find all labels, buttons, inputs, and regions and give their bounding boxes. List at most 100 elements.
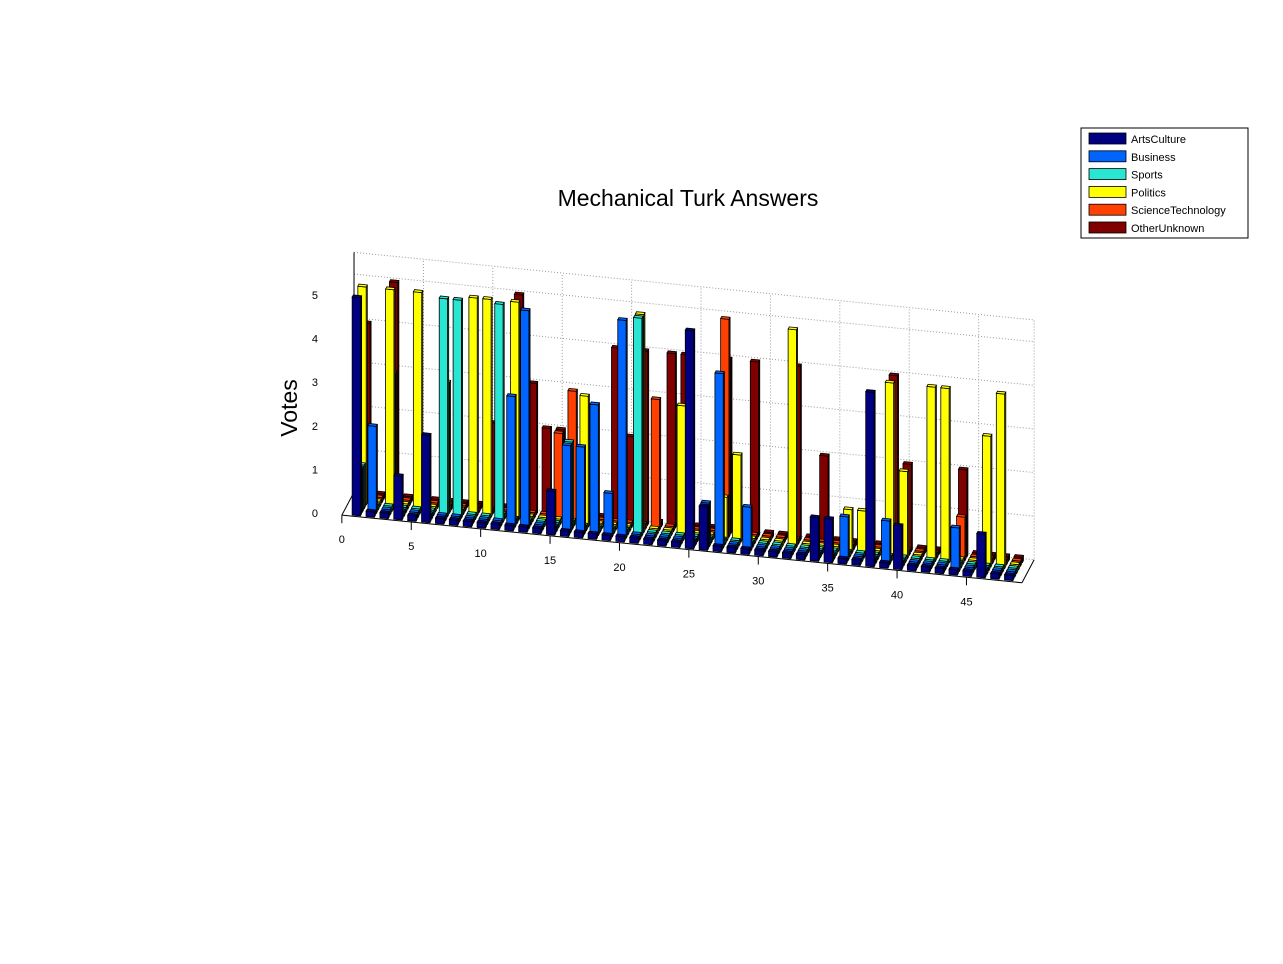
bar-top bbox=[1007, 564, 1019, 569]
bar bbox=[865, 391, 875, 568]
legend: ArtsCulture Business Sports Politics Science… bbox=[1080, 127, 1249, 239]
legend-label: ArtsCulture bbox=[1131, 134, 1186, 146]
bar-top bbox=[603, 490, 614, 494]
bar-top bbox=[920, 563, 932, 568]
bar bbox=[494, 303, 504, 523]
bar-top bbox=[799, 544, 811, 549]
bar-top bbox=[819, 452, 830, 457]
bar-top bbox=[731, 451, 743, 456]
bar-top bbox=[916, 544, 927, 549]
legend-label: OtherUnknown bbox=[1131, 223, 1204, 235]
bar-top bbox=[795, 551, 807, 556]
bar-top bbox=[555, 426, 567, 431]
bar-top bbox=[504, 522, 515, 527]
bar-top bbox=[408, 509, 420, 513]
bar-top bbox=[912, 551, 924, 556]
bar-top bbox=[466, 511, 478, 515]
bar-top bbox=[579, 392, 591, 397]
bar-top bbox=[448, 516, 460, 521]
legend-swatch bbox=[1088, 185, 1127, 198]
chart-title: Mechanical Turk Answers bbox=[558, 185, 819, 211]
bar-top bbox=[853, 553, 864, 558]
bar-top bbox=[642, 536, 654, 541]
bar bbox=[633, 317, 643, 537]
bar-top bbox=[940, 385, 951, 390]
bar-top bbox=[407, 512, 418, 517]
bar-top bbox=[648, 525, 660, 530]
bar-top bbox=[402, 493, 414, 498]
bar-top bbox=[410, 505, 422, 510]
bar bbox=[351, 296, 361, 517]
bar bbox=[995, 392, 1006, 569]
bar bbox=[412, 291, 423, 512]
bar-top bbox=[452, 296, 464, 301]
bar-top bbox=[698, 503, 710, 508]
bar bbox=[575, 445, 585, 535]
y-tick-label: 4 bbox=[312, 334, 318, 346]
bar bbox=[520, 309, 530, 530]
bar-top bbox=[535, 517, 547, 522]
bar-top bbox=[851, 556, 862, 561]
bar-top bbox=[700, 499, 712, 504]
bar-top bbox=[906, 562, 918, 567]
bar-top bbox=[351, 294, 363, 299]
bar-top bbox=[787, 326, 799, 331]
bar-top bbox=[714, 370, 726, 375]
legend-label: Business bbox=[1131, 152, 1176, 164]
bar-top bbox=[601, 532, 613, 536]
bar-top bbox=[908, 558, 920, 563]
bar-top bbox=[587, 530, 599, 535]
bar-top bbox=[730, 537, 741, 542]
bar-top bbox=[384, 286, 396, 291]
bar bbox=[926, 385, 936, 563]
x-tick-label: 45 bbox=[960, 596, 972, 608]
bar-top bbox=[632, 314, 644, 319]
bar bbox=[603, 492, 613, 538]
bar-top bbox=[420, 432, 432, 436]
bar bbox=[714, 372, 724, 549]
bar-top bbox=[490, 521, 502, 525]
bar-top bbox=[955, 513, 967, 518]
bar-top bbox=[1013, 554, 1025, 558]
bar-top bbox=[781, 550, 793, 554]
bar-top bbox=[388, 279, 400, 284]
bar-top bbox=[962, 567, 973, 572]
bar bbox=[881, 519, 891, 566]
bar-top bbox=[898, 468, 910, 473]
bar-top bbox=[617, 317, 628, 321]
bar bbox=[482, 298, 492, 518]
bar-top bbox=[450, 513, 462, 518]
bar-top bbox=[837, 555, 849, 560]
x-tick-label: 40 bbox=[891, 589, 903, 601]
bar-top bbox=[936, 561, 948, 566]
bar-top bbox=[541, 425, 553, 430]
bar-top bbox=[379, 509, 391, 514]
bar-top bbox=[839, 513, 850, 518]
bar-top bbox=[573, 529, 585, 534]
bar-top bbox=[763, 529, 775, 534]
bar-top bbox=[797, 547, 809, 552]
bar-top bbox=[755, 543, 767, 548]
bar-top bbox=[950, 524, 961, 529]
bar-top bbox=[854, 549, 866, 554]
bar-top bbox=[749, 358, 761, 363]
bar-top bbox=[545, 488, 557, 493]
bar-top bbox=[991, 567, 1003, 571]
bar-top bbox=[644, 532, 656, 537]
y-tick-label: 0 bbox=[312, 508, 318, 520]
bar bbox=[561, 444, 571, 534]
bar-top bbox=[494, 301, 505, 305]
bar-top bbox=[884, 379, 896, 384]
bar-top bbox=[993, 563, 1005, 568]
bar bbox=[666, 352, 676, 529]
bar-top bbox=[880, 517, 892, 522]
bar-top bbox=[761, 532, 773, 537]
bar bbox=[546, 490, 556, 536]
bar-top bbox=[966, 560, 977, 565]
bar-top bbox=[878, 559, 890, 564]
bar-top bbox=[922, 560, 934, 565]
bar bbox=[950, 526, 960, 573]
bar-top bbox=[783, 546, 795, 551]
bar-top bbox=[468, 294, 479, 299]
